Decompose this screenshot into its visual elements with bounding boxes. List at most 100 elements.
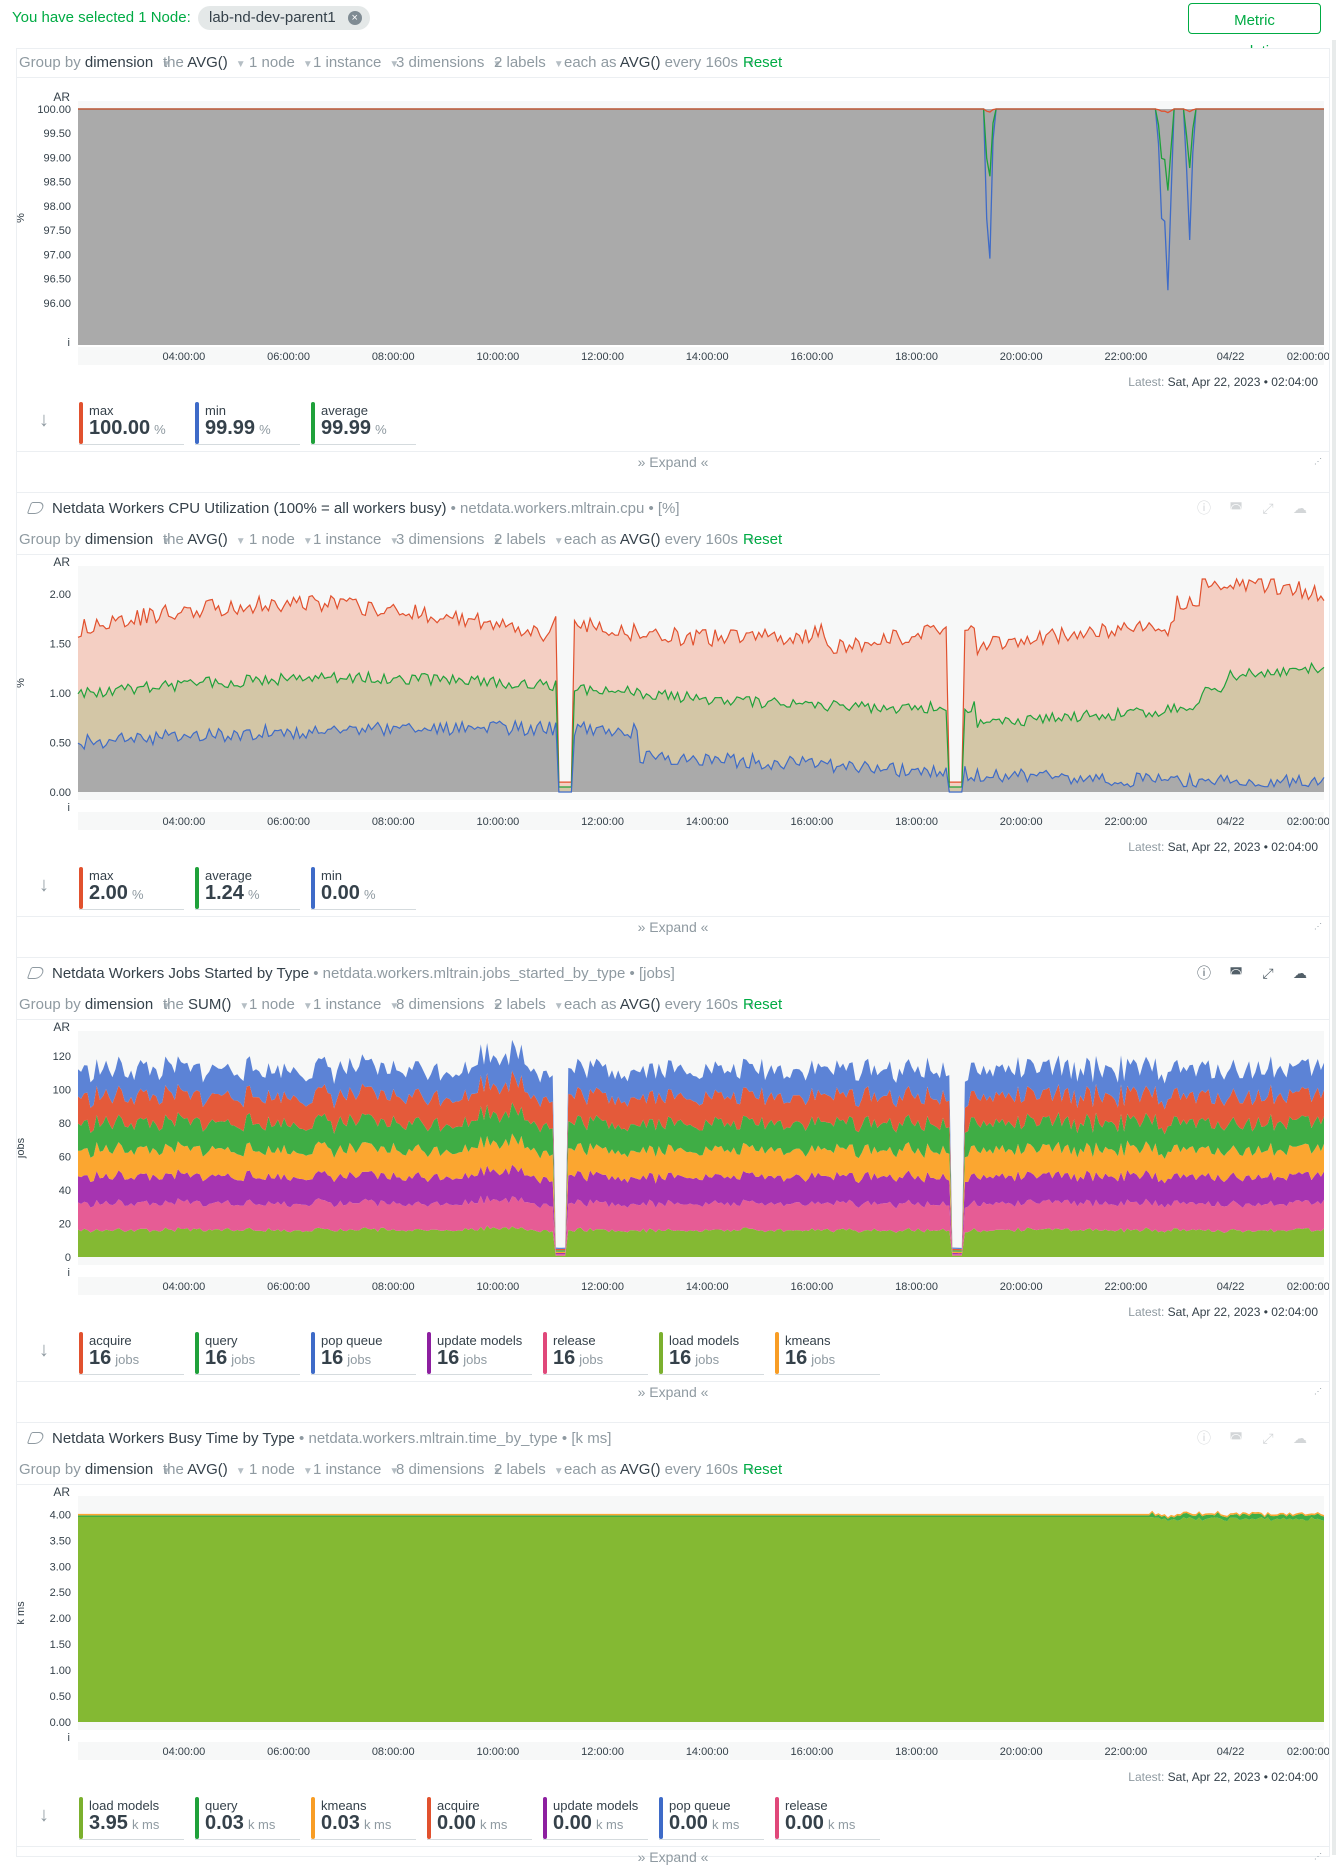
- instances-dropdown[interactable]: 1 instance ▼: [313, 996, 399, 1013]
- chart-i-label: i: [68, 1267, 70, 1279]
- legend-value-unit: %: [375, 422, 387, 437]
- chevron-down-icon: ▼: [389, 536, 400, 547]
- expand-button[interactable]: » Expand «⋰: [17, 451, 1329, 472]
- legend-item[interactable]: pop queue 16 jobs: [311, 1332, 416, 1375]
- labels-dropdown[interactable]: 2 labels ▼: [494, 54, 564, 71]
- settings-icon[interactable]: ☁: [1293, 965, 1307, 981]
- legend-item[interactable]: acquire 0.00 k ms: [427, 1797, 532, 1840]
- labels-dropdown-text: 2 labels: [494, 54, 546, 71]
- aggregation-dropdown[interactable]: the AVG() ▼: [163, 1461, 246, 1478]
- info-icon[interactable]: ⓘ: [1197, 965, 1211, 981]
- labels-dropdown[interactable]: 2 labels ▼: [494, 531, 564, 548]
- expand-button[interactable]: » Expand «⋰: [17, 916, 1329, 937]
- reset-button[interactable]: Reset: [743, 531, 783, 548]
- group-by-dropdown[interactable]: Group by dimension ▼: [19, 54, 171, 71]
- legend-item[interactable]: max 2.00%: [79, 867, 184, 910]
- metric-correlations-button[interactable]: Metric correlations: [1188, 3, 1321, 60]
- reset-button[interactable]: Reset: [743, 996, 783, 1013]
- time-aggregation-dropdown[interactable]: each as AVG() every 160s ▼: [564, 531, 756, 548]
- legend-item[interactable]: max 100.00%: [79, 402, 184, 445]
- legend-item[interactable]: pop queue 0.00 k ms: [659, 1797, 764, 1840]
- legend-item[interactable]: acquire 16 jobs: [79, 1332, 184, 1375]
- page-scrollbar[interactable]: [1332, 40, 1336, 1855]
- sort-arrow-icon[interactable]: ↓: [39, 1804, 49, 1826]
- fullscreen-icon[interactable]: ⤢: [1262, 1430, 1274, 1446]
- sort-arrow-icon[interactable]: ↓: [39, 409, 49, 431]
- legend-color-bar: [659, 1332, 663, 1374]
- chevron-down-icon: ▼: [746, 59, 756, 70]
- resize-handle-icon[interactable]: ⋰: [1314, 1387, 1322, 1396]
- settings-icon[interactable]: ☁: [1293, 1430, 1307, 1446]
- x-tick-label: 16:00:00: [790, 351, 833, 363]
- aggregation-dropdown[interactable]: the AVG() ▼: [163, 54, 246, 71]
- group-by-dropdown[interactable]: Group by dimension ▼: [19, 1461, 171, 1478]
- legend-item[interactable]: kmeans 16 jobs: [775, 1332, 880, 1375]
- legend-item[interactable]: average 1.24%: [195, 867, 300, 910]
- node-chip[interactable]: lab-nd-dev-parent1 ×: [198, 6, 370, 30]
- legend-item[interactable]: query 16 jobs: [195, 1332, 300, 1375]
- reset-button[interactable]: Reset: [743, 1461, 783, 1478]
- nodes-dropdown[interactable]: 1 node ▼: [249, 54, 313, 71]
- labels-dropdown[interactable]: 2 labels ▼: [494, 1461, 564, 1478]
- info-icon[interactable]: ⓘ: [1197, 500, 1211, 516]
- sort-arrow-icon[interactable]: ↓: [39, 874, 49, 896]
- legend-value-number: 0.00: [669, 1812, 708, 1834]
- chart-type-toggle-icon[interactable]: ◚: [1229, 1430, 1243, 1446]
- settings-icon[interactable]: ☁: [1293, 500, 1307, 516]
- sort-arrow-icon[interactable]: ↓: [39, 1339, 49, 1361]
- legend-item[interactable]: average 99.99%: [311, 402, 416, 445]
- y-tick-label: 0.50: [50, 737, 71, 749]
- legend-item[interactable]: kmeans 0.03 k ms: [311, 1797, 416, 1840]
- x-tick-label: 20:00:00: [1000, 1746, 1043, 1758]
- time-aggregation-dropdown[interactable]: each as AVG() every 160s ▼: [564, 54, 756, 71]
- chart-type-toggle-icon[interactable]: ◚: [1229, 965, 1243, 981]
- legend-label: min: [321, 868, 342, 883]
- x-tick-label: 18:00:00: [895, 351, 938, 363]
- legend-item[interactable]: min 0.00%: [311, 867, 416, 910]
- reset-button[interactable]: Reset: [743, 54, 783, 71]
- time-aggregation-dropdown[interactable]: each as AVG() every 160s ▼: [564, 1461, 756, 1478]
- chevron-down-icon: ▼: [746, 1466, 756, 1477]
- legend-item[interactable]: min 99.99%: [195, 402, 300, 445]
- fullscreen-icon[interactable]: ⤢: [1262, 965, 1274, 981]
- instances-dropdown[interactable]: 1 instance ▼: [313, 54, 399, 71]
- expand-button[interactable]: » Expand «⋰: [17, 1381, 1329, 1402]
- instances-dropdown[interactable]: 1 instance ▼: [313, 1461, 399, 1478]
- resize-handle-icon[interactable]: ⋰: [1314, 457, 1322, 466]
- group-by-dropdown[interactable]: Group by dimension ▼: [19, 531, 171, 548]
- resize-handle-icon[interactable]: ⋰: [1314, 1852, 1322, 1861]
- chart-plot[interactable]: AR% 2.00 1.50 1.00 0.50 0.00 i 04:00:00 06:00:00…: [17, 554, 1329, 836]
- close-icon[interactable]: ×: [347, 11, 362, 25]
- legend-item[interactable]: update models 0.00 k ms: [543, 1797, 648, 1840]
- aggregation-dropdown[interactable]: the SUM() ▼: [163, 996, 249, 1013]
- aggregation-dropdown[interactable]: the AVG() ▼: [163, 531, 246, 548]
- legend-item[interactable]: load models 16 jobs: [659, 1332, 764, 1375]
- time-aggregation-dropdown[interactable]: each as AVG() every 160s ▼: [564, 996, 756, 1013]
- nodes-dropdown[interactable]: 1 node ▼: [249, 996, 313, 1013]
- dimensions-dropdown[interactable]: 8 dimensions ▼: [396, 1461, 502, 1478]
- chart-type-toggle-icon[interactable]: ◚: [1229, 500, 1243, 516]
- expand-button[interactable]: » Expand «⋰: [17, 1846, 1329, 1867]
- group-by-dropdown[interactable]: Group by dimension ▼: [19, 996, 171, 1013]
- nodes-dropdown[interactable]: 1 node ▼: [249, 1461, 313, 1478]
- dimensions-dropdown[interactable]: 3 dimensions ▼: [396, 531, 502, 548]
- legend-item[interactable]: update models 16 jobs: [427, 1332, 532, 1375]
- labels-dropdown[interactable]: 2 labels ▼: [494, 996, 564, 1013]
- dimensions-dropdown[interactable]: 3 dimensions ▼: [396, 54, 502, 71]
- fullscreen-icon[interactable]: ⤢: [1262, 500, 1274, 516]
- nodes-dropdown[interactable]: 1 node ▼: [249, 531, 313, 548]
- legend-item[interactable]: release 0.00 k ms: [775, 1797, 880, 1840]
- legend-item[interactable]: load models 3.95 k ms: [79, 1797, 184, 1840]
- time-aggregation-dropdown-text: each as: [564, 996, 617, 1013]
- chart-plot[interactable]: AR% 100.00 99.50 99.00 98.50 98.00 97.50 97.00 9…: [17, 89, 1329, 371]
- resize-handle-icon[interactable]: ⋰: [1314, 922, 1322, 931]
- legend-item[interactable]: release 16 jobs: [543, 1332, 648, 1375]
- info-icon[interactable]: ⓘ: [1197, 1430, 1211, 1446]
- chevron-down-icon: ▼: [389, 1001, 400, 1012]
- instances-dropdown[interactable]: 1 instance ▼: [313, 531, 399, 548]
- chart-plot[interactable]: AR jobs 120 100 80 60 40 20 0 i 04:00:00 06:00:00 08…: [17, 1019, 1329, 1301]
- chart-plot[interactable]: AR k ms 4.00 3.50 3.00 2.50 2.00 1.50 1.00 0.50 0.…: [17, 1484, 1329, 1766]
- dimensions-dropdown[interactable]: 8 dimensions ▼: [396, 996, 502, 1013]
- legend-item[interactable]: query 0.03 k ms: [195, 1797, 300, 1840]
- legend-color-bar: [311, 1332, 315, 1374]
